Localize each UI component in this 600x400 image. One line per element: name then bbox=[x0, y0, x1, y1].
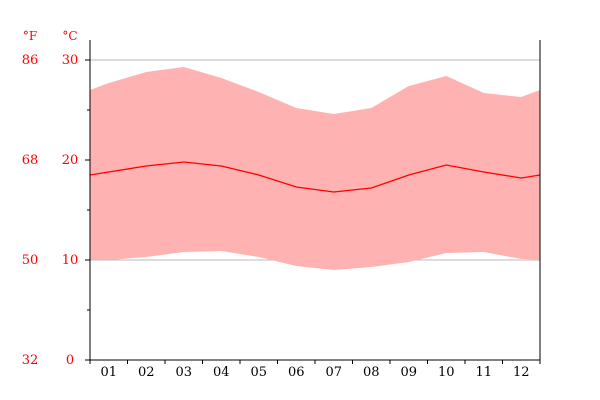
month-tick-label: 07 bbox=[325, 365, 342, 380]
month-tick-label: 04 bbox=[213, 365, 230, 380]
celsius-tick-label: 20 bbox=[62, 153, 79, 168]
month-tick-label: 03 bbox=[175, 365, 192, 380]
celsius-tick-label: 0 bbox=[66, 353, 74, 368]
celsius-unit-label: °C bbox=[62, 29, 77, 43]
axes bbox=[85, 40, 541, 364]
month-tick-label: 02 bbox=[138, 365, 155, 380]
month-tick-label: 12 bbox=[513, 365, 530, 380]
month-tick-label: 05 bbox=[250, 365, 267, 380]
month-tick-label: 11 bbox=[475, 365, 492, 380]
temperature-range-band bbox=[90, 67, 540, 270]
month-tick-label: 01 bbox=[100, 365, 117, 380]
fahrenheit-tick-labels: 86 68 50 32 bbox=[22, 53, 39, 368]
fahrenheit-tick-label: 32 bbox=[22, 353, 39, 368]
month-tick-labels: 01 02 03 04 05 06 07 08 09 10 11 12 bbox=[100, 365, 529, 380]
fahrenheit-tick-label: 68 bbox=[22, 153, 39, 168]
month-tick-label: 10 bbox=[438, 365, 455, 380]
fahrenheit-tick-label: 50 bbox=[22, 253, 39, 268]
month-tick-label: 09 bbox=[400, 365, 417, 380]
celsius-tick-label: 30 bbox=[62, 53, 79, 68]
fahrenheit-unit-label: °F bbox=[23, 29, 37, 43]
month-tick-label: 06 bbox=[288, 365, 305, 380]
mean-temperature-line bbox=[89, 161, 541, 193]
celsius-tick-label: 10 bbox=[62, 253, 79, 268]
celsius-tick-labels: 30 20 10 0 bbox=[62, 53, 79, 368]
fahrenheit-tick-label: 86 bbox=[22, 53, 39, 68]
month-tick-label: 08 bbox=[363, 365, 380, 380]
